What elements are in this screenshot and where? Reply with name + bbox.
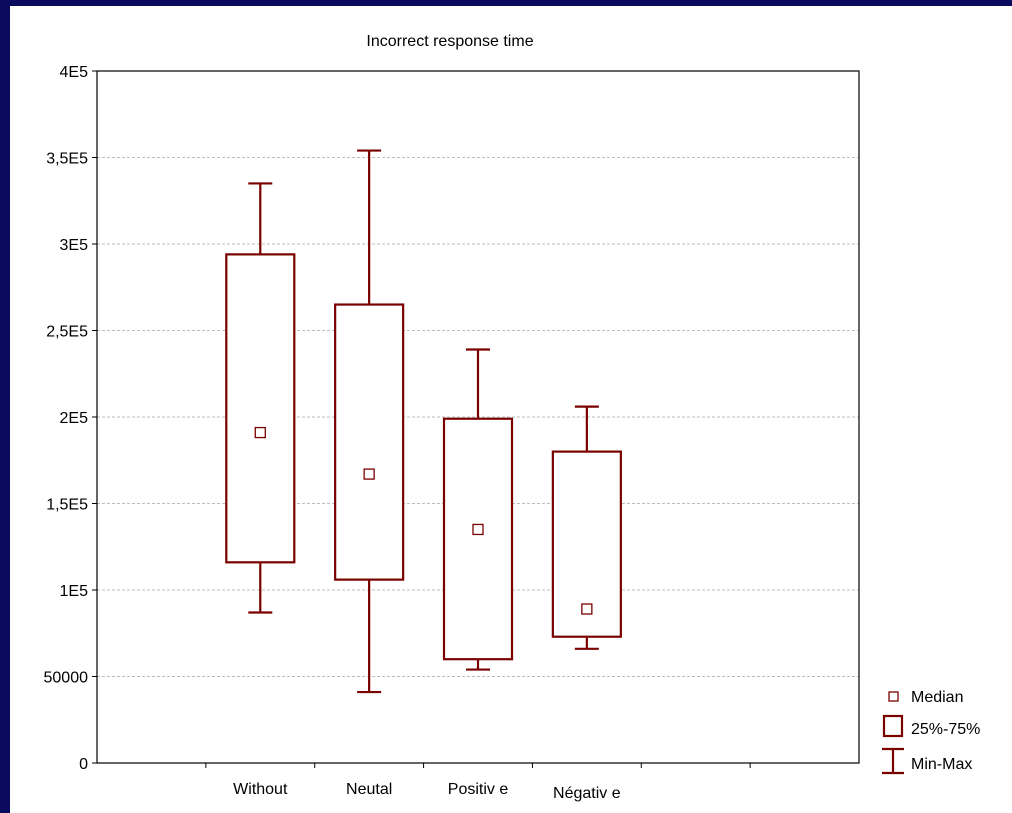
box-iqr [334,303,405,581]
y-tick-label: 0 [79,756,88,773]
legend-whisker-symbol [882,747,904,775]
x-axis: Without Neutal Positiv e Négativ e [205,763,751,802]
y-tick-label: 2,5E5 [46,324,88,341]
y-tick-label: 3E5 [60,237,89,254]
legend-box-label: 25%-75% [911,721,980,738]
legend-box-symbol [882,714,904,738]
box-without [225,182,296,614]
box-iqr [442,417,514,661]
y-tick-label: 2E5 [60,410,89,427]
box-positive [442,348,514,671]
chart-panel [10,6,1012,813]
legend: Median 25%-75% Min-Max [882,689,980,775]
box-iqr [225,253,296,564]
legend-median-symbol [888,691,899,702]
x-tick-label: Neutal [346,781,392,798]
median-marker [254,426,266,439]
x-tick-label: Without [233,781,288,798]
y-tick-label: 4E5 [60,64,89,81]
box-neutal [334,149,405,694]
median-marker [363,468,375,480]
x-tick-label: Négativ e [553,785,621,802]
chart-title: Incorrect response time [366,33,533,50]
y-axis: 0 50000 1E5 1,5E5 2E5 2,5E5 3E5 3,5E5 4E5 [44,64,97,773]
box-series [225,149,622,694]
y-tick-label: 3,5E5 [46,151,88,168]
y-tick-label: 1E5 [60,583,89,600]
x-tick-label: Positiv e [448,781,509,798]
y-tick-label: 1,5E5 [46,497,88,514]
legend-median-label: Median [911,689,963,706]
box-négative [551,405,622,650]
median-marker [472,523,484,536]
median-marker [581,603,593,615]
y-tick-label: 50000 [44,670,89,687]
legend-minmax-label: Min-Max [911,756,972,773]
